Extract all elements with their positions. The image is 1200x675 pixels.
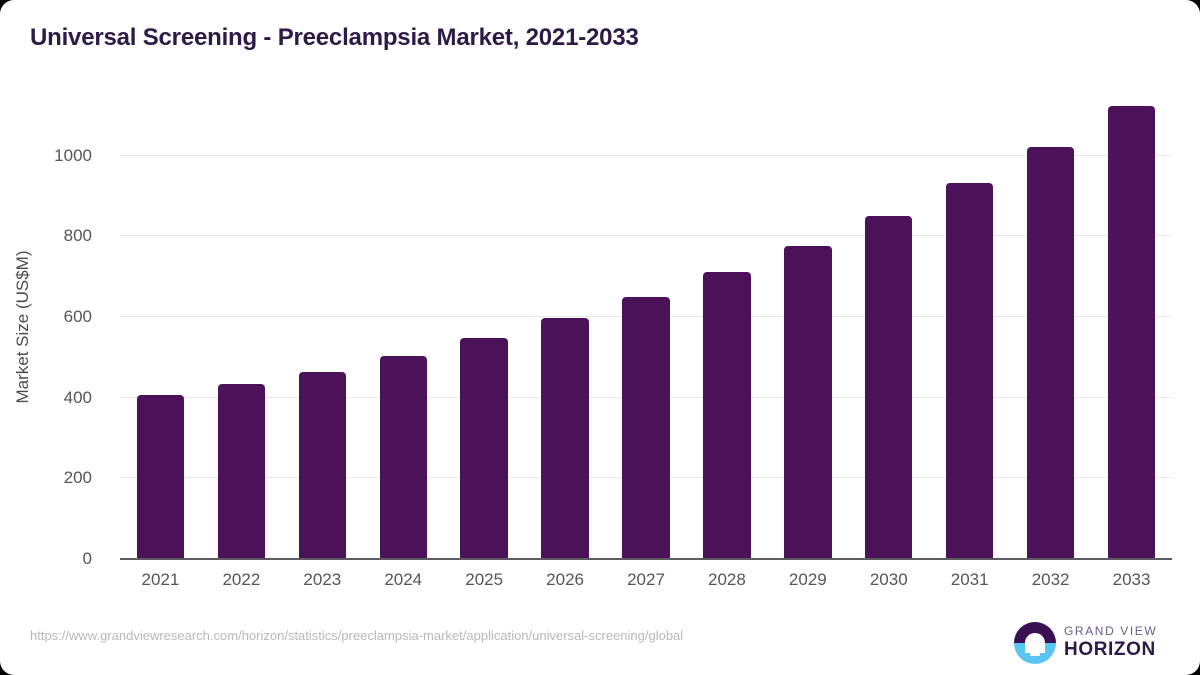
bar[interactable]	[298, 372, 346, 559]
x-tick-label: 2030	[869, 570, 908, 589]
y-tick-label: 800	[63, 226, 92, 246]
y-tick-label: 0	[82, 549, 92, 568]
bar[interactable]	[703, 272, 751, 559]
bar[interactable]	[460, 338, 508, 559]
bar[interactable]	[784, 246, 832, 559]
chart-title: Universal Screening - Preeclampsia Marke…	[30, 24, 639, 51]
gridline	[120, 154, 1172, 156]
x-tick-label: 2024	[384, 570, 423, 589]
bar[interactable]	[865, 216, 913, 559]
y-axis-title: Market Size (US$M)	[13, 250, 32, 404]
bar[interactable]	[136, 395, 185, 559]
bar[interactable]	[1026, 147, 1075, 559]
x-tick-label: 2029	[788, 570, 827, 589]
logo-mark-top-half	[1014, 622, 1056, 643]
x-tick-label: 2025	[465, 570, 504, 589]
bar[interactable]	[217, 383, 266, 559]
x-axis-line	[120, 558, 1172, 560]
x-tick-label: 2031	[950, 570, 989, 589]
plot-area	[120, 95, 1172, 560]
bar[interactable]	[1107, 106, 1156, 559]
x-tick-label: 2026	[546, 570, 584, 589]
x-tick-label: 2032	[1031, 570, 1070, 589]
y-tick-label: 1000	[54, 145, 92, 165]
logo-horizon-line-2	[1030, 653, 1040, 656]
y-tick-label: 200	[63, 468, 92, 488]
bar[interactable]	[622, 296, 670, 559]
grand-view-horizon-logo: GRAND VIEW HORIZON	[1014, 620, 1174, 666]
x-tick-label: 2027	[627, 570, 665, 589]
logo-grand-view-text: GRAND VIEW	[1064, 624, 1158, 638]
x-tick-label: 2021	[141, 570, 180, 589]
gridline	[120, 235, 1172, 237]
y-tick-label: 600	[63, 306, 92, 326]
logo-mark-icon	[1014, 622, 1056, 664]
y-tick-label: 400	[63, 387, 92, 407]
y-axis: Market Size (US$M) 0 200 400 600 800 1000	[0, 95, 110, 568]
x-tick-label: 2033	[1112, 570, 1151, 589]
logo-horizon-text: HORIZON	[1064, 639, 1156, 660]
source-url: https://www.grandviewresearch.com/horizo…	[30, 628, 684, 643]
x-tick-label: 2023	[303, 570, 342, 589]
bar[interactable]	[946, 183, 994, 559]
bar[interactable]	[379, 355, 427, 559]
x-tick-label: 2028	[708, 570, 746, 589]
logo-horizon-line-1	[1027, 648, 1043, 651]
logo-sun-dome-icon	[1025, 632, 1045, 653]
x-tick-label: 2022	[222, 570, 261, 589]
logo-text: GRAND VIEW HORIZON	[1064, 624, 1157, 660]
bar[interactable]	[541, 318, 589, 559]
